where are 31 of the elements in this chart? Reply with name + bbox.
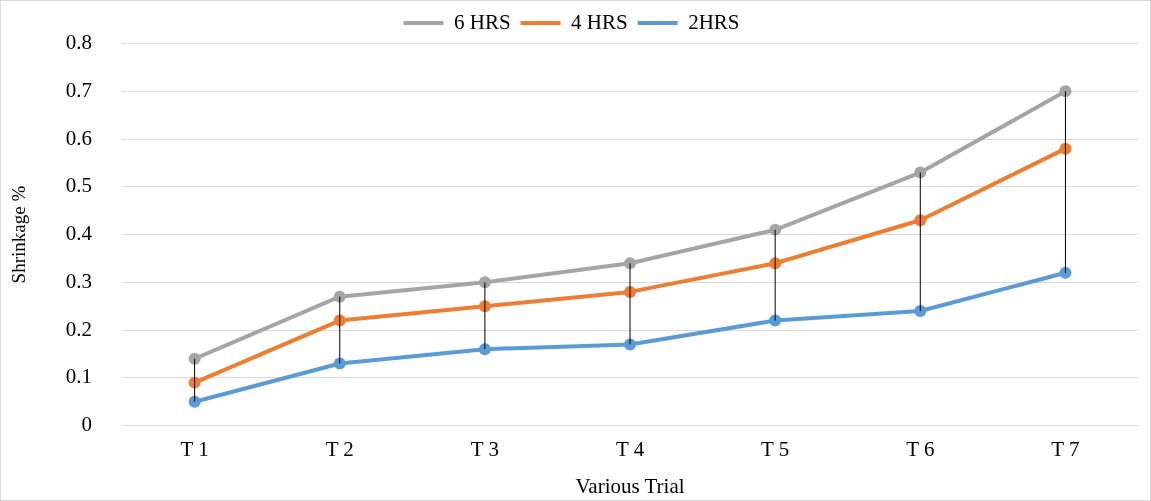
x-tick-label: T 3 xyxy=(470,436,499,461)
y-axis-title: Shrinkage % xyxy=(8,185,30,284)
y-tick-label: 0 xyxy=(81,412,93,437)
point xyxy=(914,166,927,179)
point xyxy=(1059,85,1072,98)
point xyxy=(769,314,782,327)
y-tick-label: 0.5 xyxy=(65,173,93,198)
y-tick-label: 0.1 xyxy=(65,364,93,389)
point xyxy=(333,290,346,303)
x-tick-label: T 4 xyxy=(615,436,645,461)
x-tick-label: T 6 xyxy=(906,436,935,461)
legend-label: 4 HRS xyxy=(571,9,628,34)
y-tick-label: 0.6 xyxy=(65,125,93,150)
point xyxy=(1059,266,1072,279)
y-tick-label: 0.4 xyxy=(65,221,93,246)
y-tick-label: 0.8 xyxy=(65,30,93,55)
y-tick-label: 0.7 xyxy=(65,77,93,102)
x-tick-label: T 1 xyxy=(180,436,209,461)
x-tick-label: T 7 xyxy=(1051,436,1080,461)
point xyxy=(188,395,201,408)
legend-label: 2HRS xyxy=(688,9,740,34)
point xyxy=(188,352,201,365)
y-tick-label: 0.2 xyxy=(65,316,93,341)
x-axis-title: Various Trial xyxy=(575,473,685,498)
legend-label: 6 HRS xyxy=(453,9,511,34)
point xyxy=(914,305,927,317)
y-tick-label: 0.3 xyxy=(65,268,93,293)
x-tick-label: T 5 xyxy=(761,436,790,461)
point xyxy=(333,357,346,370)
point xyxy=(769,223,782,236)
x-tick-label: T 2 xyxy=(325,436,354,461)
